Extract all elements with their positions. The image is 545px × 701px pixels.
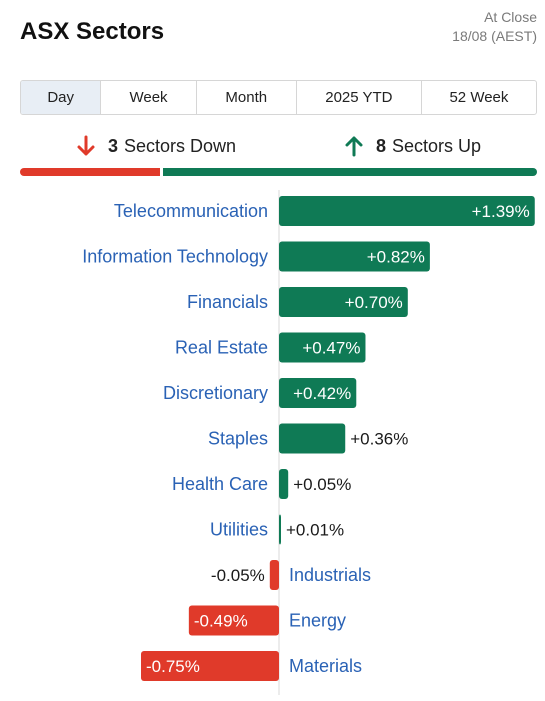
bar-health-care[interactable] bbox=[279, 469, 289, 499]
sector-label-health-care: Health Care bbox=[172, 474, 268, 494]
period-tabs: Day Week Month 2025 YTD 52 Week bbox=[20, 80, 537, 115]
bar-utilities[interactable] bbox=[279, 514, 281, 545]
value-label-real-estate: +0.47% bbox=[302, 339, 360, 358]
value-label-utilities: +0.01% bbox=[286, 521, 344, 540]
value-label-staples: +0.36% bbox=[350, 430, 408, 449]
value-label-financials: +0.70% bbox=[345, 293, 403, 312]
sector-label-financials: Financials bbox=[187, 292, 268, 312]
tab-ytd[interactable]: 2025 YTD bbox=[297, 81, 422, 114]
value-label-telecommunication: +1.39% bbox=[472, 202, 530, 221]
sectors-down-summary: 3 Sectors Down bbox=[76, 132, 236, 160]
sectors-up-count: 8 bbox=[376, 135, 387, 156]
bar-financials[interactable] bbox=[279, 287, 408, 317]
bar-discretionary[interactable] bbox=[279, 378, 357, 408]
sector-label-utilities: Utilities bbox=[210, 520, 268, 540]
tab-week[interactable]: Week bbox=[101, 81, 197, 114]
sector-label-energy: Energy bbox=[289, 611, 346, 631]
sectors-down-count: 3 bbox=[108, 135, 119, 156]
value-label-industrials: -0.05% bbox=[211, 566, 265, 585]
bar-staples[interactable] bbox=[279, 423, 346, 454]
market-status: At Close 18/08 (AEST) bbox=[452, 8, 537, 46]
breadth-ratio-bar bbox=[20, 168, 537, 176]
value-label-health-care: +0.05% bbox=[293, 475, 351, 494]
sector-label-real-estate: Real Estate bbox=[175, 338, 268, 358]
sectors-up-summary: 8 Sectors Up bbox=[344, 132, 481, 160]
tab-day[interactable]: Day bbox=[21, 81, 102, 114]
bar-materials[interactable] bbox=[141, 651, 279, 681]
bar-real-estate[interactable] bbox=[279, 332, 366, 363]
sector-label-staples: Staples bbox=[208, 429, 268, 449]
tab-month[interactable]: Month bbox=[197, 81, 297, 114]
value-label-discretionary: +0.42% bbox=[293, 384, 351, 403]
tab-52-week[interactable]: 52 Week bbox=[449, 89, 509, 106]
sectors-up-label: Sectors Up bbox=[392, 135, 482, 156]
status-timestamp: 18/08 (AEST) bbox=[452, 28, 537, 44]
bar-energy[interactable] bbox=[188, 605, 279, 636]
sector-label-telecommunication: Telecommunication bbox=[114, 201, 268, 221]
value-label-information-technology: +0.82% bbox=[367, 248, 425, 267]
page-title: ASX Sectors bbox=[20, 18, 165, 45]
sector-bar-chart: Telecommunication +1.39% Information Techn… bbox=[82, 190, 535, 695]
ratio-up-segment bbox=[163, 168, 537, 176]
ratio-down-segment bbox=[20, 168, 161, 176]
bar-telecommunication[interactable] bbox=[279, 196, 535, 226]
status-line-1: At Close bbox=[484, 9, 537, 25]
value-label-energy: -0.49% bbox=[194, 612, 248, 631]
sectors-down-label: Sectors Down bbox=[124, 135, 237, 156]
sector-label-industrials: Industrials bbox=[289, 565, 371, 585]
sector-label-materials: Materials bbox=[289, 656, 362, 676]
bar-information-technology[interactable] bbox=[279, 241, 430, 272]
sector-label-discretionary: Discretionary bbox=[163, 383, 268, 403]
value-label-materials: -0.75% bbox=[146, 657, 200, 676]
arrow-up-icon bbox=[345, 136, 363, 157]
arrow-down-icon bbox=[77, 135, 95, 156]
sector-label-information-technology: Information Technology bbox=[82, 247, 268, 267]
bar-industrials[interactable] bbox=[269, 560, 279, 590]
